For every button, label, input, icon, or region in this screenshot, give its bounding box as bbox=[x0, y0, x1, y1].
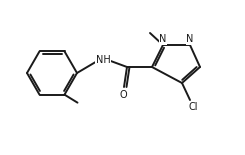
Text: O: O bbox=[119, 90, 127, 100]
Text: N: N bbox=[159, 34, 167, 44]
Text: Cl: Cl bbox=[188, 102, 198, 112]
Text: N: N bbox=[186, 34, 194, 44]
Text: NH: NH bbox=[96, 55, 110, 65]
